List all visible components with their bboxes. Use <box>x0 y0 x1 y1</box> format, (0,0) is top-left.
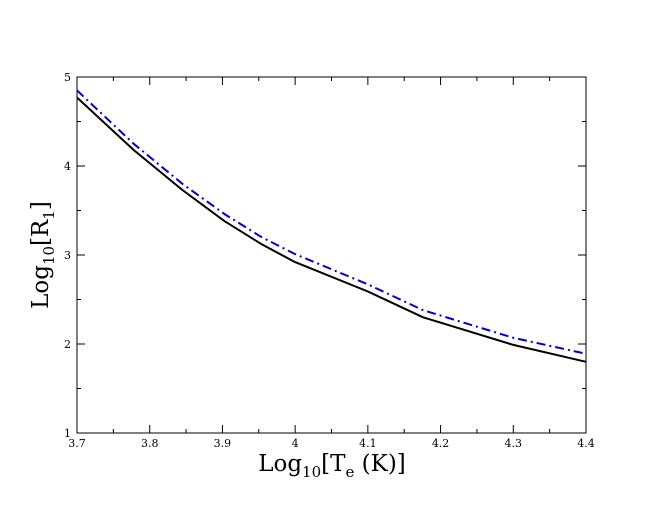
y-tick-label: 4 <box>64 160 71 173</box>
y-axis-label-tail: ] <box>28 201 54 210</box>
x-tick-label: 3.9 <box>214 437 232 450</box>
x-axis-label-sub2: e <box>345 463 354 481</box>
y-tick-label: 5 <box>64 71 71 84</box>
x-tick-label: 4.2 <box>432 437 450 450</box>
ticks-layer: 3.7 3.8 3.9 4 4.1 4.2 4.3 4.4 1 2 3 4 5 <box>64 71 595 450</box>
x-axis-label: Log10[Te (K)] <box>258 451 406 481</box>
y-tick-label: 3 <box>64 249 71 262</box>
series-line-2 <box>76 89 587 355</box>
x-tick-label: 3.7 <box>68 437 86 450</box>
y-axis-label-sub1: 10 <box>40 246 58 265</box>
x-axis-label-tail: (K)] <box>354 451 405 477</box>
x-axis-label-mid: [T <box>321 451 346 477</box>
series-line-1 <box>76 96 587 363</box>
y-tick-label: 2 <box>64 338 71 351</box>
y-axis-label-sub2: 1 <box>40 210 58 220</box>
y-axis-label: Log10[R1] <box>28 201 58 309</box>
x-axis-label-sub1: 10 <box>302 463 321 481</box>
y-axis-label-main: Log <box>28 265 54 309</box>
x-axis-label-main: Log <box>258 451 302 477</box>
y-axis-label-mid: [R <box>28 219 54 246</box>
x-tick-label: 4.1 <box>359 437 377 450</box>
x-tick-label: 4.4 <box>577 437 595 450</box>
series-layer <box>76 89 587 363</box>
x-tick-label: 3.8 <box>141 437 159 450</box>
x-tick-label: 4 <box>292 437 299 450</box>
y-tick-label: 1 <box>64 427 71 440</box>
plot-frame <box>76 76 587 434</box>
x-tick-label: 4.3 <box>505 437 523 450</box>
